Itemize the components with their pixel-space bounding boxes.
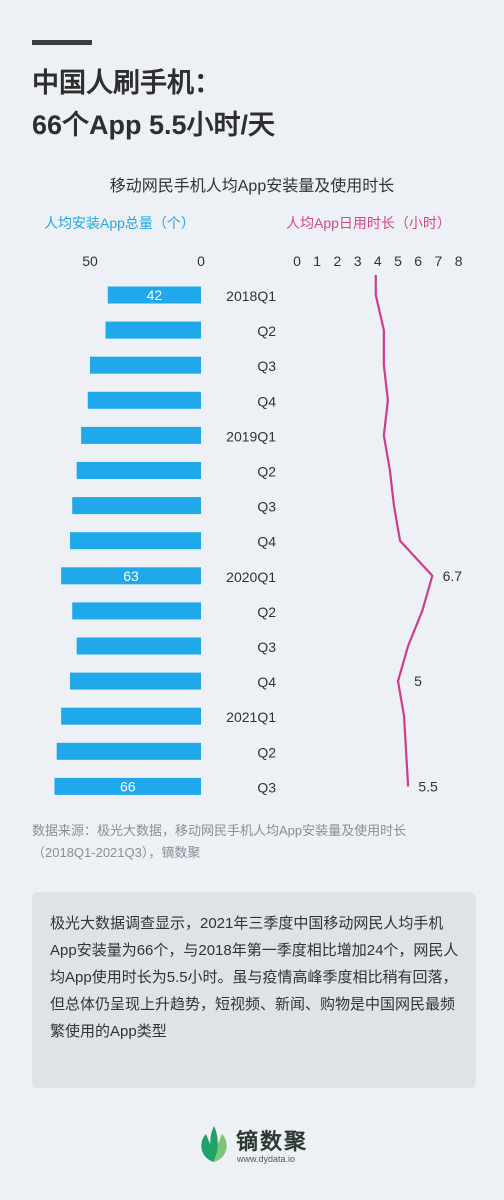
category-label: Q4 <box>257 674 276 690</box>
category-label: 2018Q1 <box>226 288 276 304</box>
category-label: Q2 <box>257 604 276 620</box>
line-axis-tick: 6 <box>414 253 422 269</box>
bar <box>70 672 202 690</box>
bar <box>72 602 202 620</box>
bar <box>105 321 201 339</box>
bar <box>107 286 201 304</box>
bar <box>56 742 202 760</box>
category-label: Q2 <box>257 744 276 760</box>
bar-data-label: 66 <box>120 778 136 794</box>
chart-title: 移动网民手机人均App安装量及使用时长 <box>109 178 395 195</box>
line-data-label: 6.7 <box>443 568 463 584</box>
bar-axis-label: 人均安装App总量（个） <box>44 215 195 231</box>
category-label: 2021Q1 <box>226 709 276 725</box>
bar-axis-tick: 50 <box>82 253 98 269</box>
line-axis-tick: 7 <box>435 253 443 269</box>
line-axis-tick: 0 <box>293 253 301 269</box>
line-axis-tick: 3 <box>354 253 362 269</box>
line-series <box>374 275 434 787</box>
bar <box>76 462 201 479</box>
data-source: 数据来源：极光大数据，移动网民手机人均App安装量及使用时长 （2018Q1-2… <box>32 820 482 864</box>
data-source-line1: 数据来源：极光大数据，移动网民手机人均App安装量及使用时长 <box>32 823 407 838</box>
line-axis-tick: 2 <box>334 253 342 269</box>
summary-text: 极光大数据调查显示，2021年三季度中国移动网民人均手机App安装量为66个，与… <box>50 915 459 1040</box>
category-label: Q2 <box>257 464 276 480</box>
category-label: Q3 <box>257 499 276 515</box>
line-axis-tick: 4 <box>374 253 382 269</box>
bar <box>54 777 202 795</box>
bar <box>61 707 201 725</box>
category-label: Q3 <box>257 639 276 655</box>
brand-name: 镝数聚 <box>236 1129 309 1154</box>
line-axis-tick: 1 <box>313 253 321 269</box>
line-axis-label: 人均App日用时长（小时） <box>286 215 451 231</box>
bar <box>72 497 202 515</box>
bar-data-label: 63 <box>123 568 139 584</box>
line-axis-tick: 5 <box>394 253 402 269</box>
combo-chart: 50 04263662018Q1Q2Q3Q42019Q1Q2Q3Q42020Q1Q… <box>54 253 463 795</box>
line-axis-tick: 8 <box>455 253 463 269</box>
category-label: Q4 <box>257 534 276 550</box>
category-label: Q2 <box>257 323 276 339</box>
brand-url: www.dydata.io <box>237 1154 296 1164</box>
category-label: Q3 <box>257 779 276 795</box>
line-data-label: 5.5 <box>418 778 438 794</box>
page-title-line2: 66个App 5.5小时/天 <box>32 110 276 140</box>
bar <box>81 426 201 444</box>
bar-data-label: 42 <box>147 287 163 303</box>
category-label: Q3 <box>257 358 276 374</box>
bar <box>61 567 201 585</box>
category-label: 2020Q1 <box>226 569 276 585</box>
category-label: 2019Q1 <box>226 428 276 444</box>
summary-box: 极光大数据调查显示，2021年三季度中国移动网民人均手机App安装量为66个，与… <box>32 892 476 1088</box>
bar-axis-tick: 0 <box>197 253 205 269</box>
category-label: Q4 <box>257 393 276 409</box>
data-source-line2: （2018Q1-2021Q3），镝数聚 <box>32 845 201 860</box>
page-title-line1: 中国人刷手机： <box>32 68 221 98</box>
leaf-logo-icon <box>201 1126 227 1162</box>
title-accent-bar <box>32 40 92 45</box>
bar <box>70 532 202 550</box>
page-title: 中国人刷手机： 66个App 5.5小时/天 <box>32 62 492 146</box>
bar <box>90 356 201 374</box>
bar <box>76 637 201 655</box>
bar <box>87 391 201 409</box>
line-data-label: 5 <box>414 673 422 689</box>
brand-logo: 镝数聚 www.dydata.io <box>196 1122 356 1172</box>
